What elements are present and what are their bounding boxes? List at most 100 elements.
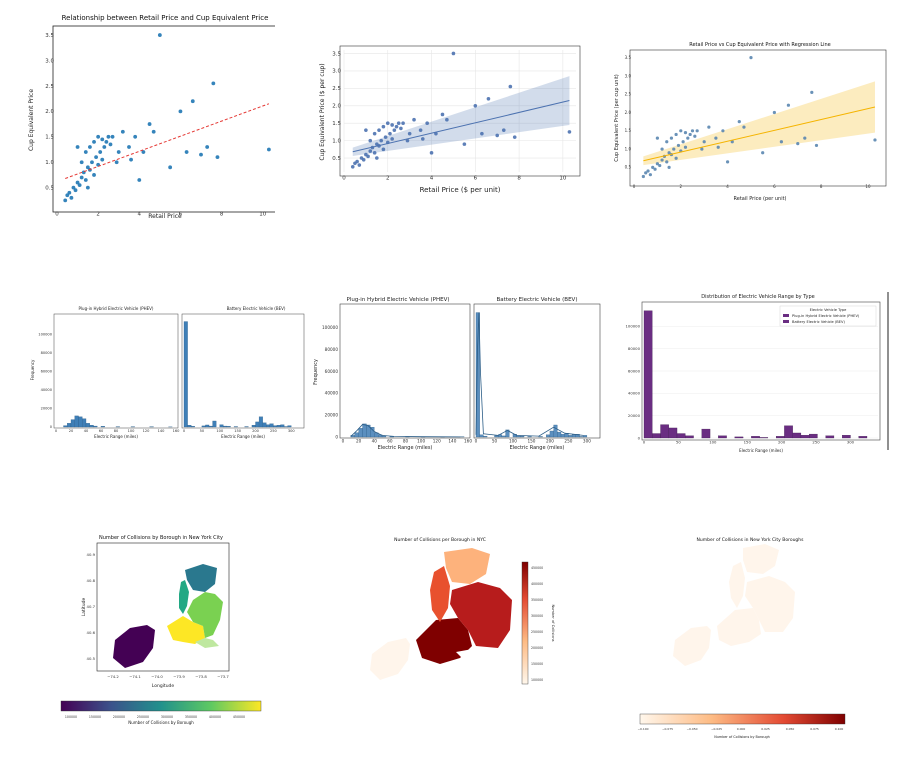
x-tick-label: 40: [84, 429, 89, 433]
x-axis-label: Retail Price ($ per unit): [420, 186, 501, 194]
histogram-bar: [676, 433, 686, 439]
y-tick-label: 2.0: [625, 110, 632, 115]
histogram-bar: [223, 425, 228, 428]
scatter-point: [178, 109, 183, 114]
colorbar-tick-label: 0.025: [761, 727, 770, 731]
histogram-bar: [205, 424, 210, 428]
scatter-point: [742, 125, 746, 129]
scatter-point: [665, 160, 669, 164]
legend-box: [779, 305, 877, 327]
x-tick-label: 0: [342, 439, 345, 444]
scatter-point: [92, 139, 96, 144]
histogram-bar: [505, 429, 510, 438]
scatter-point: [399, 126, 403, 131]
scatter-point: [396, 121, 401, 125]
histogram-bar: [557, 431, 562, 438]
right-frame: [473, 303, 601, 439]
borough-manhattan: [179, 580, 189, 614]
scatter-point: [425, 121, 429, 125]
colorbar-label: Number of Collisions by Borough: [714, 735, 770, 739]
scatter-point: [714, 136, 718, 140]
borough-manhattan: [430, 566, 450, 622]
scatter-point: [669, 136, 674, 140]
histogram-bar: [273, 425, 278, 428]
x-tick-label: 100: [417, 439, 425, 444]
colorbar-tick-label: 200000: [113, 715, 125, 719]
y-tick-label: 80000: [325, 347, 339, 352]
y-tick-labels: 0.5 1.0 1.5 2.0 2.5 3.0 3.5: [332, 51, 341, 162]
x-tick-label: 0: [55, 212, 59, 218]
x-tick-label: 50: [200, 429, 205, 433]
histogram-bar: [370, 427, 375, 438]
plot-frame: [52, 25, 275, 213]
histogram-bar: [258, 416, 263, 428]
marks-layer: [641, 56, 877, 179]
scatter-point: [366, 154, 370, 159]
x-tick-label: 150: [527, 439, 535, 444]
histogram-bar: [784, 425, 793, 439]
bars-layer: [63, 321, 292, 428]
histogram-bar: [93, 425, 98, 428]
scatter-panel-3: Retail Price vs Cup Equivalent Price wit…: [612, 40, 890, 205]
colorbar-tick-label: 350000: [185, 715, 197, 719]
scatter-point: [215, 155, 220, 160]
y-tick-label: 40000: [628, 391, 641, 396]
x-tick-label: 10: [559, 176, 566, 182]
scatter-point: [381, 147, 386, 152]
x-tick-label: 250: [812, 439, 820, 444]
x-tick-label: 80: [114, 429, 119, 433]
y-tick-label: 0.5: [45, 185, 54, 191]
scatter-panel-2: 0 2 4 6 8 10 0.5 1.0 1.5 2.0 2.5 3.0 3.5 Retail Pri…: [318, 40, 588, 205]
scatter-point: [644, 171, 648, 175]
borough-bronx: [185, 564, 217, 592]
hist-panel-3: Distribution of Electric Vehicle Range b…: [620, 290, 892, 455]
scatter-point: [779, 140, 783, 144]
x-tick-label: 300: [288, 429, 296, 433]
y-tick-label: 1.0: [625, 146, 632, 151]
scatter-point: [749, 56, 753, 60]
histogram-bar: [652, 433, 661, 439]
histogram-bar: [276, 425, 281, 428]
gridlines: [343, 50, 576, 172]
histogram-bar: [660, 424, 669, 439]
histogram-bar: [800, 435, 810, 439]
scatter-point: [79, 175, 84, 180]
colorbar-tick-label: 200000: [531, 646, 543, 650]
scatter-chart-3: Retail Price vs Cup Equivalent Price wit…: [614, 42, 887, 202]
x-tick-label: 200: [252, 429, 260, 433]
x-tick-label: 250: [270, 429, 278, 433]
borough-queens: [745, 576, 795, 632]
y-tick-label: 100000: [626, 324, 641, 329]
colorbar-tick-label: 0.100: [835, 727, 844, 731]
x-tick-label: 0: [55, 429, 58, 433]
histogram-bar: [575, 434, 580, 438]
hist-panel-2: Plug-in Hybrid Electric Vehicle (PHEV) B…: [310, 292, 606, 452]
scatter-point: [873, 138, 877, 142]
scatter-point: [667, 151, 671, 155]
scatter-point: [157, 33, 162, 37]
x-tick-label: 300: [847, 439, 855, 444]
scatter-point: [108, 142, 113, 147]
tick-labels: 0 20 40 60 80 100 120 140 1600200004000060000800…: [322, 325, 591, 443]
scatter-point: [451, 51, 456, 56]
scatter-point: [151, 129, 156, 134]
colorbar-tick-label: 450000: [531, 566, 543, 570]
histogram-bar: [191, 426, 195, 428]
y-tick-label: 0.5: [332, 156, 341, 162]
colorbar-tick-label: 0.000: [737, 727, 746, 731]
histogram-bar: [78, 416, 83, 428]
histogram-bar: [668, 427, 678, 439]
colorbar: [521, 561, 529, 685]
x-tick-label: 10: [259, 212, 266, 218]
x-tick-label: 140: [448, 439, 456, 444]
scatter-panel-1: Relationship between Retail Price and Cu…: [25, 10, 275, 220]
histogram-bar: [475, 312, 480, 438]
scatter-chart-2: 0 2 4 6 8 10 0.5 1.0 1.5 2.0 2.5 3.0 3.5 Retail Pri…: [319, 45, 581, 194]
chart-title: Number of Collisions by Borough in New Y…: [99, 535, 223, 541]
scatter-point: [440, 112, 445, 117]
y-tick-label: 100000: [322, 325, 338, 330]
right-title: Battery Electric Vehicle (BEV): [227, 306, 286, 311]
scatter-point: [375, 156, 379, 160]
scatter-point: [69, 195, 74, 200]
scatter-point: [355, 159, 359, 164]
